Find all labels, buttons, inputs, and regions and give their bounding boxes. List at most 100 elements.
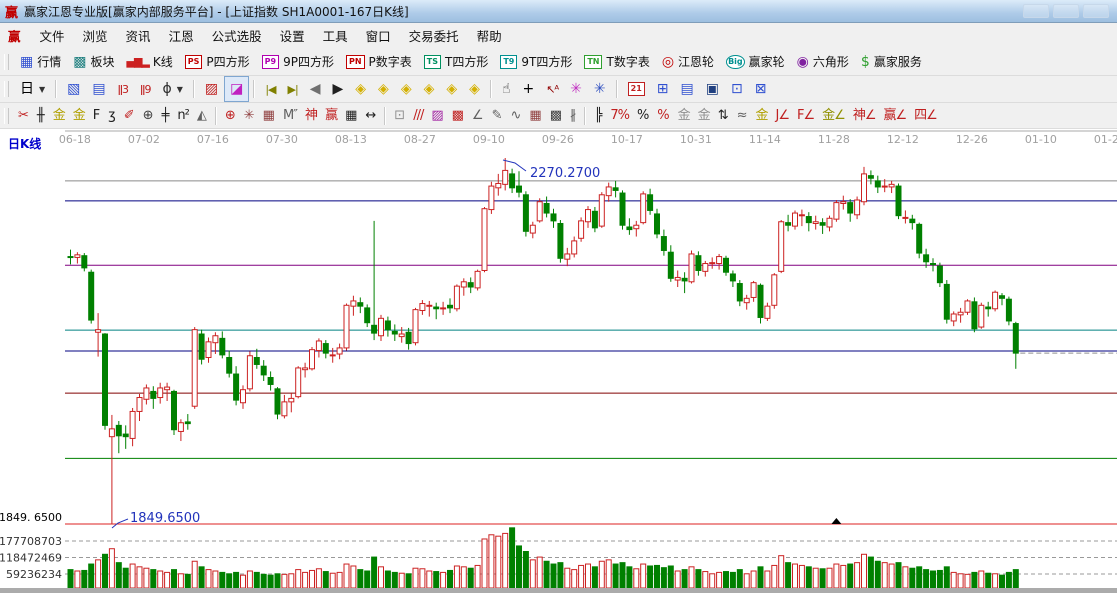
f-angle-tool-button[interactable]: F∠ [793, 103, 818, 129]
n2-tool-button[interactable]: n² [173, 103, 192, 129]
menu-trade[interactable]: 交易委托 [408, 29, 459, 44]
pattern-red-button[interactable]: ▨ [199, 76, 224, 102]
next-bar-button[interactable]: ▶ [326, 76, 349, 102]
zoom-out-button[interactable]: ◈ [418, 76, 441, 102]
zoom-full-button[interactable]: ◈ [463, 76, 486, 102]
menu-gann[interactable]: 江恩 [168, 29, 194, 44]
grid-hash-tool-button[interactable]: ╫ [33, 103, 49, 129]
wave-band-tool-button[interactable]: ≈ [733, 103, 752, 129]
grid-123-tool-button[interactable]: ▦ [341, 103, 361, 129]
width-measure-tool-button[interactable]: ↔ [361, 103, 380, 129]
shen-angle-tool-button[interactable]: 神∠ [849, 103, 880, 129]
menu-settings[interactable]: 设置 [279, 29, 305, 44]
t-square-button[interactable]: TS T四方形 [418, 49, 495, 75]
gold-circle-tool-button[interactable]: 金 [674, 103, 694, 129]
quote-table-button[interactable]: ▦ 行情 [14, 49, 67, 75]
chart-area[interactable]: 日K线 06-18 07-02 07-16 07-30 08-13 08-27 09-10 0… [0, 129, 1117, 593]
sector-blocks-button[interactable]: ▩ 板块 [67, 49, 120, 75]
grid-red-2-tool-button[interactable]: ▦ [525, 103, 545, 129]
bars-3-button[interactable]: ǁ3 [112, 76, 134, 102]
zigzag-tool-button[interactable]: ∿ [506, 103, 525, 129]
gann-gold-2-tool-button[interactable]: 金 [69, 103, 89, 129]
circle-cross-tool-button[interactable]: ⊕ [139, 103, 158, 129]
menu-file[interactable]: 文件 [39, 29, 65, 44]
zoom-vertical-button[interactable]: ◈ [395, 76, 418, 102]
prev-bar-button[interactable]: ◀ [304, 76, 327, 102]
target-red-tool-button[interactable]: ⊕ [221, 103, 240, 129]
gann-wheel-button[interactable]: ◎ 江恩轮 [656, 49, 720, 75]
gold-angle-tool-button[interactable]: 金 [752, 103, 772, 129]
winner-wheel-button[interactable]: Big 赢家轮 [720, 49, 791, 75]
kline-button[interactable]: ▄▆▂ K线 [121, 49, 179, 75]
label-pointer-button[interactable]: ↖ᴬ [540, 76, 564, 102]
close-button[interactable] [1083, 4, 1109, 18]
zoom-in-button[interactable]: ◈ [440, 76, 463, 102]
four-angle-tool-button[interactable]: 四∠ [910, 103, 941, 129]
percent-tool-button[interactable]: % [633, 103, 653, 129]
menu-tools[interactable]: 工具 [322, 29, 348, 44]
gann-gold-1-tool-button[interactable]: 金 [49, 103, 69, 129]
gann-f-tool-button[interactable]: F [89, 103, 104, 129]
ruler-tool-button[interactable]: ╪ [158, 103, 174, 129]
gann-box-tool-button[interactable]: ▨ [427, 103, 447, 129]
radiate-tool-button[interactable]: ✳ [240, 103, 259, 129]
updown-arrows-tool-button[interactable]: ⇅ [714, 103, 733, 129]
angle-tool-button[interactable]: ∠ [468, 103, 488, 129]
percent-7-tool-button[interactable]: 7% [606, 103, 633, 129]
minimize-button[interactable] [1023, 4, 1049, 18]
toolbar-grip[interactable] [4, 107, 9, 124]
menu-help[interactable]: 帮助 [476, 29, 502, 44]
bars-9-button[interactable]: ǁ9 [134, 76, 156, 102]
skip-to-end-button[interactable]: ▶| [282, 76, 304, 102]
zoom-horizontal-button[interactable]: ◈ [372, 76, 395, 102]
grid-dark-tool-button[interactable]: ▩ [546, 103, 566, 129]
win-angle-tool-button[interactable]: 赢∠ [879, 103, 910, 129]
hatch-tool-button[interactable]: ∦ [566, 103, 581, 129]
gold-slope-tool-button[interactable]: 金∠ [818, 103, 849, 129]
menu-window[interactable]: 窗口 [365, 29, 391, 44]
winner-service-button[interactable]: $ 赢家服务 [855, 49, 928, 75]
grid-box-red-tool-button[interactable]: ▦ [259, 103, 279, 129]
drag-hand-button[interactable]: ☝ [496, 76, 517, 102]
ninep-square-button[interactable]: P9 9P四方形 [256, 49, 340, 75]
skip-to-start-button[interactable]: |◀ [259, 76, 281, 102]
knot-magenta-button[interactable]: ✳ [564, 76, 588, 102]
period-selector-button[interactable]: 日 ▼ [14, 76, 51, 102]
color-sort-button[interactable]: ◪ [224, 76, 250, 102]
percent-line-tool-button[interactable]: % [653, 103, 673, 129]
note-panel-button[interactable]: ▤ [86, 76, 111, 102]
remote-data-button[interactable]: ⊠ [749, 76, 773, 102]
spiral-tool-button[interactable]: ʒ [104, 103, 120, 129]
gann-square-tool-button[interactable]: ▩ [448, 103, 468, 129]
data-transfer-button[interactable]: ⊡ [725, 76, 749, 102]
protractor-tool-button[interactable]: ◭ [193, 103, 211, 129]
maximize-button[interactable] [1053, 4, 1079, 18]
knife-tool-button[interactable]: ✂ [14, 103, 33, 129]
wave-m-tool-button[interactable]: M″ [279, 103, 301, 129]
gann-shen-tool-button[interactable]: 神 [301, 103, 321, 129]
p-number-table-button[interactable]: PN P数字表 [340, 49, 418, 75]
calendar-21-button[interactable]: 21 [622, 76, 651, 102]
ninet-square-button[interactable]: T9 9T四方形 [494, 49, 578, 75]
menu-formula-pick[interactable]: 公式选股 [211, 29, 262, 44]
horizontal-scrollbar[interactable] [0, 588, 1117, 593]
gold-line-tool-button[interactable]: 金 [694, 103, 714, 129]
gann-win-tool-button[interactable]: 赢 [321, 103, 341, 129]
save-button[interactable]: ▣ [700, 76, 725, 102]
toolbar-grip[interactable] [4, 81, 9, 97]
j-angle-tool-button[interactable]: J∠ [772, 103, 794, 129]
crosshair-button[interactable]: + [516, 76, 540, 102]
vial-tool-button[interactable]: ϕ ▼ [156, 76, 188, 102]
zoom-left-button[interactable]: ◈ [349, 76, 372, 102]
menu-browse[interactable]: 浏览 [82, 29, 108, 44]
notes-button[interactable]: ▤ [675, 76, 700, 102]
kline-chart[interactable]: 06-18 07-02 07-16 07-30 08-13 08-27 09-10 09-26… [0, 129, 1117, 593]
toolbar-grip[interactable] [4, 53, 9, 70]
fan-lines-tool-button[interactable]: /// [409, 103, 427, 129]
hexagon-button[interactable]: ◉ 六角形 [791, 49, 855, 75]
menu-news[interactable]: 资讯 [125, 29, 151, 44]
calculator-button[interactable]: ⊞ [651, 76, 675, 102]
pencil-line-tool-button[interactable]: ✎ [488, 103, 507, 129]
box-select-tool-button[interactable]: ⊡ [390, 103, 409, 129]
knot-blue-button[interactable]: ✳ [588, 76, 612, 102]
